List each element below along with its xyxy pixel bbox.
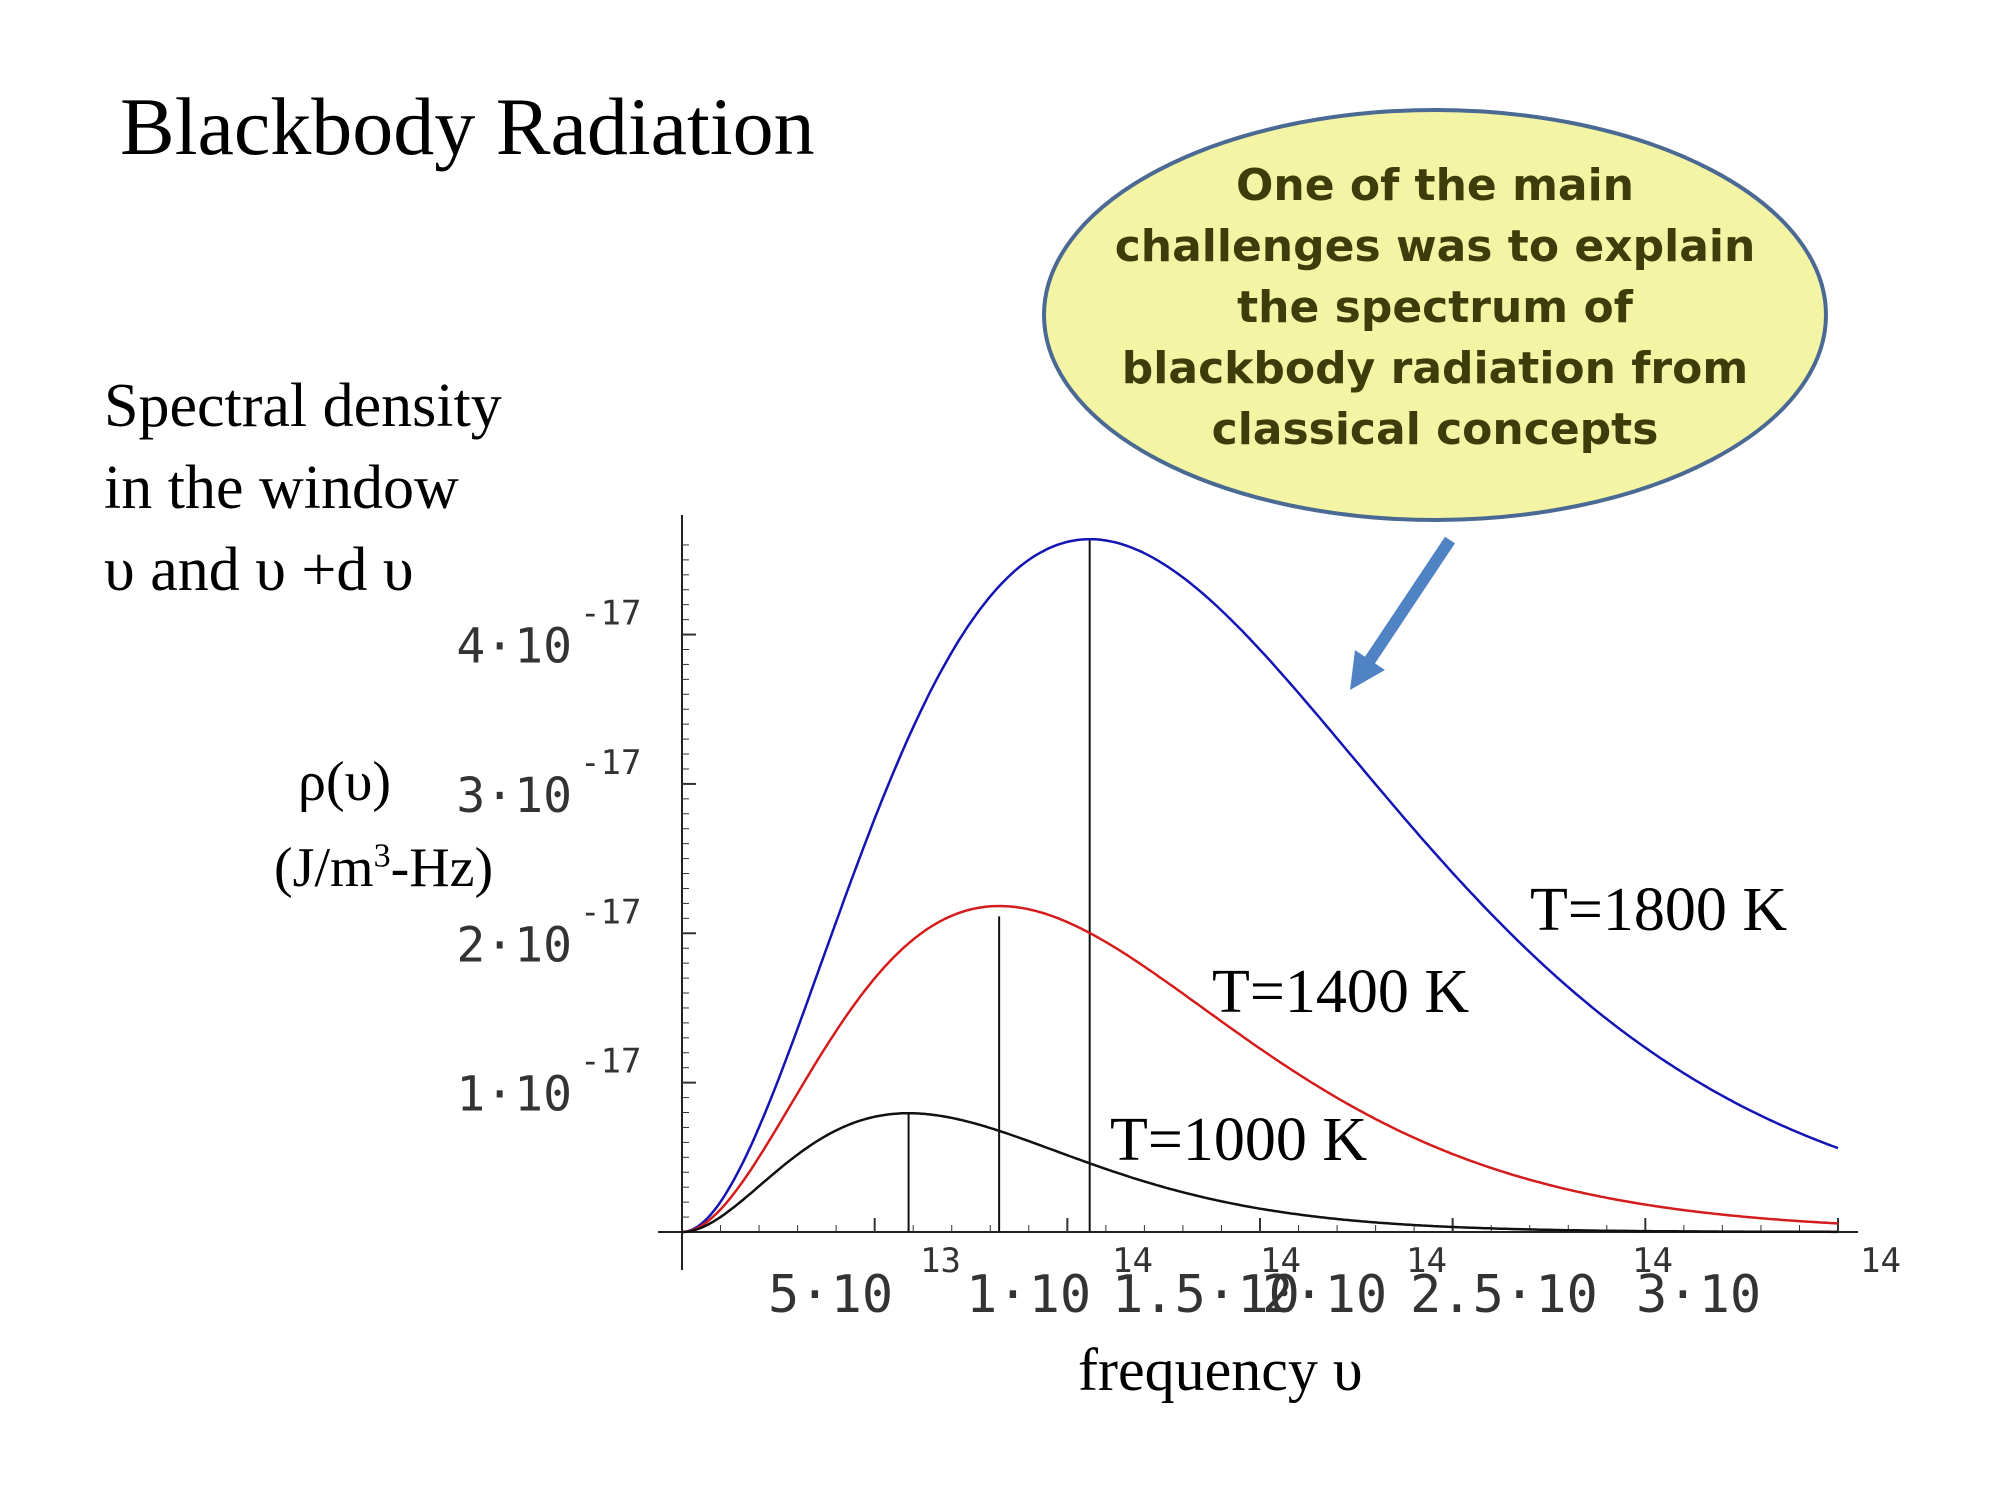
unit-prefix: (J/m bbox=[274, 837, 374, 899]
callout-ellipse bbox=[1042, 108, 1828, 522]
x-tick-exponent: 14 bbox=[1860, 1241, 1901, 1281]
y-tick-exponent: -17 bbox=[580, 743, 641, 783]
callout-line-1: One of the main bbox=[1235, 160, 1635, 211]
y-tick-label: 2·10 bbox=[456, 917, 572, 973]
callout-line-3: the spectrum of bbox=[1237, 282, 1633, 333]
y-tick-label: 3·10 bbox=[456, 768, 572, 824]
unit-exponent: 3 bbox=[373, 837, 391, 875]
x-tick-label: 1·10 bbox=[966, 1265, 1091, 1325]
x-tick-exponent: 14 bbox=[1260, 1241, 1301, 1281]
series-line-1800k bbox=[681, 537, 1839, 1234]
x-tick-exponent: 14 bbox=[1632, 1241, 1673, 1281]
callout-line-4: blackbody radiation from bbox=[1121, 343, 1749, 394]
chart-series bbox=[681, 537, 1839, 1234]
unit-suffix: -Hz) bbox=[390, 837, 494, 899]
callout-text: One of the main challenges was to explai… bbox=[1090, 155, 1780, 460]
callout-line-2: challenges was to explain bbox=[1114, 221, 1756, 272]
y-tick-exponent: -17 bbox=[580, 594, 641, 634]
x-tick-label: 2.5·10 bbox=[1410, 1265, 1598, 1325]
y-tick-exponent: -17 bbox=[580, 892, 641, 932]
y-tick-label: 4·10 bbox=[456, 619, 572, 675]
side-label-line-2: in the window bbox=[104, 454, 459, 522]
callout-arrow bbox=[1350, 536, 1455, 690]
x-tick-label: 1.5·10 bbox=[1112, 1265, 1300, 1325]
callout-bubble bbox=[1042, 108, 1828, 522]
slide-title: Blackbody Radiation bbox=[120, 81, 815, 172]
spectral-density-label: Spectral density in the window υ and υ +… bbox=[104, 365, 502, 611]
y-tick-label: 1·10 bbox=[456, 1067, 572, 1123]
callout-line-5: classical concepts bbox=[1211, 404, 1659, 455]
y-axis-unit-label: (J/m3-Hz) bbox=[274, 836, 493, 900]
x-tick-exponent: 14 bbox=[1112, 1241, 1153, 1281]
series-line-1000k bbox=[681, 1111, 1838, 1234]
x-tick-label: 2·10 bbox=[1262, 1265, 1387, 1325]
chart-curve-labels: T=1800 K T=1400 K T=1000 K bbox=[1110, 876, 1787, 1174]
y-axis-symbol-label: ρ(υ) bbox=[298, 751, 391, 813]
x-tick-label: 3·10 bbox=[1636, 1265, 1761, 1325]
chart-tick-labels: 1·10-172·10-173·10-174·10-175·10131·1014… bbox=[456, 594, 1901, 1325]
x-tick-exponent: 13 bbox=[920, 1241, 961, 1281]
curve-label-1800k: T=1800 K bbox=[1530, 876, 1787, 944]
x-tick-exponent: 14 bbox=[1406, 1241, 1447, 1281]
x-axis-label: frequency υ bbox=[1078, 1337, 1363, 1403]
series-line-1400k bbox=[681, 904, 1839, 1234]
side-label-line-3: υ and υ +d υ bbox=[104, 536, 414, 604]
curve-label-1000k: T=1000 K bbox=[1110, 1106, 1367, 1174]
curve-label-1400k: T=1400 K bbox=[1212, 958, 1469, 1026]
x-tick-label: 5·10 bbox=[768, 1265, 893, 1325]
y-tick-exponent: -17 bbox=[580, 1042, 641, 1082]
side-label-line-1: Spectral density bbox=[104, 372, 502, 440]
